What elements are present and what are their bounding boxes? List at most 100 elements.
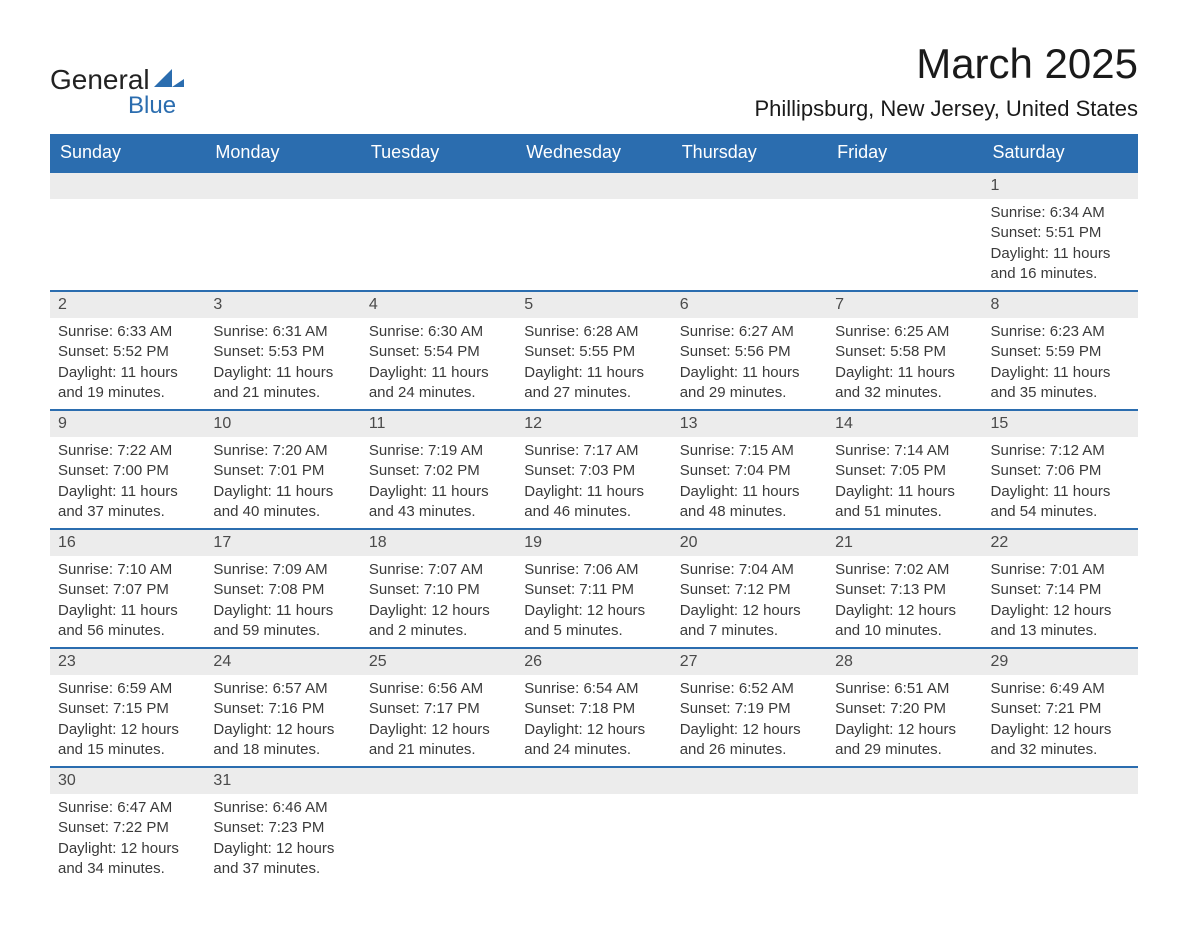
daylight-text-1: Daylight: 12 hours: [835, 720, 974, 740]
sunrise-text: Sunrise: 6:52 AM: [680, 679, 819, 699]
sunrise-text: Sunrise: 6:47 AM: [58, 798, 197, 818]
sunset-text: Sunset: 5:59 PM: [991, 342, 1130, 362]
day-number: 16: [50, 530, 205, 556]
day-details: Sunrise: 7:22 AMSunset: 7:00 PMDaylight:…: [50, 437, 205, 528]
day-details: Sunrise: 7:04 AMSunset: 7:12 PMDaylight:…: [672, 556, 827, 647]
daylight-text-1: Daylight: 11 hours: [524, 363, 663, 383]
day-details: Sunrise: 6:56 AMSunset: 7:17 PMDaylight:…: [361, 675, 516, 766]
daylight-text-2: and 24 minutes.: [369, 383, 508, 403]
sunset-text: Sunset: 7:20 PM: [835, 699, 974, 719]
day-number: 5: [516, 292, 671, 318]
daylight-text-2: and 56 minutes.: [58, 621, 197, 641]
day-details: Sunrise: 7:02 AMSunset: 7:13 PMDaylight:…: [827, 556, 982, 647]
weekday-header-cell: Thursday: [672, 134, 827, 173]
daylight-text-1: Daylight: 12 hours: [213, 839, 352, 859]
calendar-day-cell: 29Sunrise: 6:49 AMSunset: 7:21 PMDayligh…: [983, 648, 1138, 767]
daylight-text-1: Daylight: 12 hours: [991, 720, 1130, 740]
calendar-day-cell: 17Sunrise: 7:09 AMSunset: 7:08 PMDayligh…: [205, 529, 360, 648]
day-details: Sunrise: 7:09 AMSunset: 7:08 PMDaylight:…: [205, 556, 360, 647]
sunset-text: Sunset: 7:16 PM: [213, 699, 352, 719]
sunrise-text: Sunrise: 7:17 AM: [524, 441, 663, 461]
sunrise-text: Sunrise: 6:27 AM: [680, 322, 819, 342]
daylight-text-1: Daylight: 12 hours: [680, 601, 819, 621]
sunset-text: Sunset: 7:12 PM: [680, 580, 819, 600]
day-details: Sunrise: 7:10 AMSunset: 7:07 PMDaylight:…: [50, 556, 205, 647]
day-number: 24: [205, 649, 360, 675]
sunrise-text: Sunrise: 7:19 AM: [369, 441, 508, 461]
day-number: [672, 173, 827, 199]
sunset-text: Sunset: 7:02 PM: [369, 461, 508, 481]
day-number: 21: [827, 530, 982, 556]
daylight-text-2: and 43 minutes.: [369, 502, 508, 522]
daylight-text-2: and 37 minutes.: [58, 502, 197, 522]
sunset-text: Sunset: 7:23 PM: [213, 818, 352, 838]
weekday-header-cell: Friday: [827, 134, 982, 173]
calendar-day-cell: 27Sunrise: 6:52 AMSunset: 7:19 PMDayligh…: [672, 648, 827, 767]
calendar-day-cell: 5Sunrise: 6:28 AMSunset: 5:55 PMDaylight…: [516, 291, 671, 410]
daylight-text-2: and 16 minutes.: [991, 264, 1130, 284]
daylight-text-1: Daylight: 11 hours: [835, 363, 974, 383]
day-details: Sunrise: 7:12 AMSunset: 7:06 PMDaylight:…: [983, 437, 1138, 528]
day-details: Sunrise: 6:34 AMSunset: 5:51 PMDaylight:…: [983, 199, 1138, 290]
daylight-text-1: Daylight: 11 hours: [991, 482, 1130, 502]
daylight-text-2: and 27 minutes.: [524, 383, 663, 403]
daylight-text-2: and 2 minutes.: [369, 621, 508, 641]
sunrise-text: Sunrise: 7:14 AM: [835, 441, 974, 461]
calendar-day-cell: [827, 767, 982, 885]
day-number: [50, 173, 205, 199]
calendar-day-cell: 24Sunrise: 6:57 AMSunset: 7:16 PMDayligh…: [205, 648, 360, 767]
calendar-day-cell: 14Sunrise: 7:14 AMSunset: 7:05 PMDayligh…: [827, 410, 982, 529]
sunrise-text: Sunrise: 7:04 AM: [680, 560, 819, 580]
daylight-text-1: Daylight: 11 hours: [680, 482, 819, 502]
sunrise-text: Sunrise: 7:06 AM: [524, 560, 663, 580]
calendar-day-cell: 18Sunrise: 7:07 AMSunset: 7:10 PMDayligh…: [361, 529, 516, 648]
day-number: [516, 173, 671, 199]
sunrise-text: Sunrise: 7:15 AM: [680, 441, 819, 461]
calendar-day-cell: [672, 173, 827, 291]
day-number: 6: [672, 292, 827, 318]
day-details: Sunrise: 6:46 AMSunset: 7:23 PMDaylight:…: [205, 794, 360, 885]
daylight-text-1: Daylight: 11 hours: [524, 482, 663, 502]
day-number: 2: [50, 292, 205, 318]
sunrise-text: Sunrise: 6:31 AM: [213, 322, 352, 342]
day-details: Sunrise: 7:01 AMSunset: 7:14 PMDaylight:…: [983, 556, 1138, 647]
daylight-text-2: and 29 minutes.: [835, 740, 974, 760]
calendar-week-row: 1Sunrise: 6:34 AMSunset: 5:51 PMDaylight…: [50, 173, 1138, 291]
day-details: Sunrise: 6:23 AMSunset: 5:59 PMDaylight:…: [983, 318, 1138, 409]
sunset-text: Sunset: 7:21 PM: [991, 699, 1130, 719]
day-details: Sunrise: 6:27 AMSunset: 5:56 PMDaylight:…: [672, 318, 827, 409]
calendar-day-cell: 26Sunrise: 6:54 AMSunset: 7:18 PMDayligh…: [516, 648, 671, 767]
sunrise-text: Sunrise: 6:28 AM: [524, 322, 663, 342]
day-number: 1: [983, 173, 1138, 199]
daylight-text-2: and 34 minutes.: [58, 859, 197, 879]
daylight-text-1: Daylight: 12 hours: [835, 601, 974, 621]
sunset-text: Sunset: 5:58 PM: [835, 342, 974, 362]
calendar-day-cell: 30Sunrise: 6:47 AMSunset: 7:22 PMDayligh…: [50, 767, 205, 885]
calendar-day-cell: 31Sunrise: 6:46 AMSunset: 7:23 PMDayligh…: [205, 767, 360, 885]
sunrise-text: Sunrise: 7:02 AM: [835, 560, 974, 580]
day-number: [516, 768, 671, 794]
day-details: Sunrise: 6:49 AMSunset: 7:21 PMDaylight:…: [983, 675, 1138, 766]
daylight-text-1: Daylight: 11 hours: [213, 363, 352, 383]
day-details: Sunrise: 6:47 AMSunset: 7:22 PMDaylight:…: [50, 794, 205, 885]
sunset-text: Sunset: 7:15 PM: [58, 699, 197, 719]
sunset-text: Sunset: 5:52 PM: [58, 342, 197, 362]
logo-text-blue: Blue: [128, 92, 184, 120]
sunrise-text: Sunrise: 6:33 AM: [58, 322, 197, 342]
calendar-day-cell: 6Sunrise: 6:27 AMSunset: 5:56 PMDaylight…: [672, 291, 827, 410]
day-number: 29: [983, 649, 1138, 675]
calendar-day-cell: [205, 173, 360, 291]
day-number: 13: [672, 411, 827, 437]
weekday-header-cell: Wednesday: [516, 134, 671, 173]
daylight-text-2: and 26 minutes.: [680, 740, 819, 760]
calendar-day-cell: [50, 173, 205, 291]
daylight-text-2: and 40 minutes.: [213, 502, 352, 522]
sunset-text: Sunset: 7:22 PM: [58, 818, 197, 838]
sunset-text: Sunset: 7:08 PM: [213, 580, 352, 600]
calendar-day-cell: 2Sunrise: 6:33 AMSunset: 5:52 PMDaylight…: [50, 291, 205, 410]
daylight-text-1: Daylight: 12 hours: [369, 601, 508, 621]
sunrise-text: Sunrise: 7:01 AM: [991, 560, 1130, 580]
calendar-day-cell: 19Sunrise: 7:06 AMSunset: 7:11 PMDayligh…: [516, 529, 671, 648]
daylight-text-1: Daylight: 12 hours: [58, 720, 197, 740]
day-number: 31: [205, 768, 360, 794]
